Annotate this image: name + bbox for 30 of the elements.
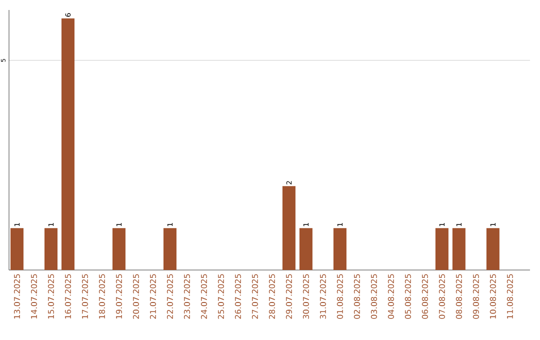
x-tick-label: 19.07.2025 xyxy=(116,274,122,318)
x-tick-label: 26.07.2025 xyxy=(234,274,241,319)
x-tick-label: 15.07.2025 xyxy=(48,274,54,318)
x-tick-label: 01.08.2025 xyxy=(336,274,343,319)
x-tick-label: 06.08.2025 xyxy=(422,274,428,319)
x-tick-label: 13.07.2025 xyxy=(14,274,20,318)
x-tick-label: 07.08.2025 xyxy=(438,274,445,319)
x-tick-label: 09.08.2025 xyxy=(472,274,479,319)
x-tick-label: 29.07.2025 xyxy=(286,274,292,319)
x-tick-label: 05.08.2025 xyxy=(404,274,411,319)
x-tick-label: 21.07.2025 xyxy=(150,274,156,319)
x-tick-label: 08.08.2025 xyxy=(456,274,462,319)
x-tick-label: 18.07.2025 xyxy=(98,274,106,318)
x-tick-label: 16.07.2025 xyxy=(64,274,72,318)
x-tick-label: 25.07.2025 xyxy=(218,274,224,319)
x-tick-label: 22.07.2025 xyxy=(166,274,173,319)
x-tick-label: 30.07.2025 xyxy=(302,274,309,319)
x-tick-label: 31.07.2025 xyxy=(320,274,326,319)
x-tick-label: 14.07.2025 xyxy=(30,274,38,318)
x-tick-label: 17.07.2025 xyxy=(82,274,88,318)
x-tick-label: 27.07.2025 xyxy=(252,274,258,319)
x-tick-label: 03.08.2025 xyxy=(370,274,377,319)
x-tick-label: 23.07.2025 xyxy=(184,274,190,319)
x-tick-label: 11.08.2025 xyxy=(506,274,513,318)
x-tick-label: 20.07.2025 xyxy=(132,274,139,319)
x-tick-label: 02.08.2025 xyxy=(354,274,360,319)
x-tick-label: 04.08.2025 xyxy=(388,274,394,319)
x-tick-label: 24.07.2025 xyxy=(200,274,207,319)
x-tick-label: 10.08.2025 xyxy=(490,274,496,318)
x-tick-label: 28.07.2025 xyxy=(268,274,275,319)
